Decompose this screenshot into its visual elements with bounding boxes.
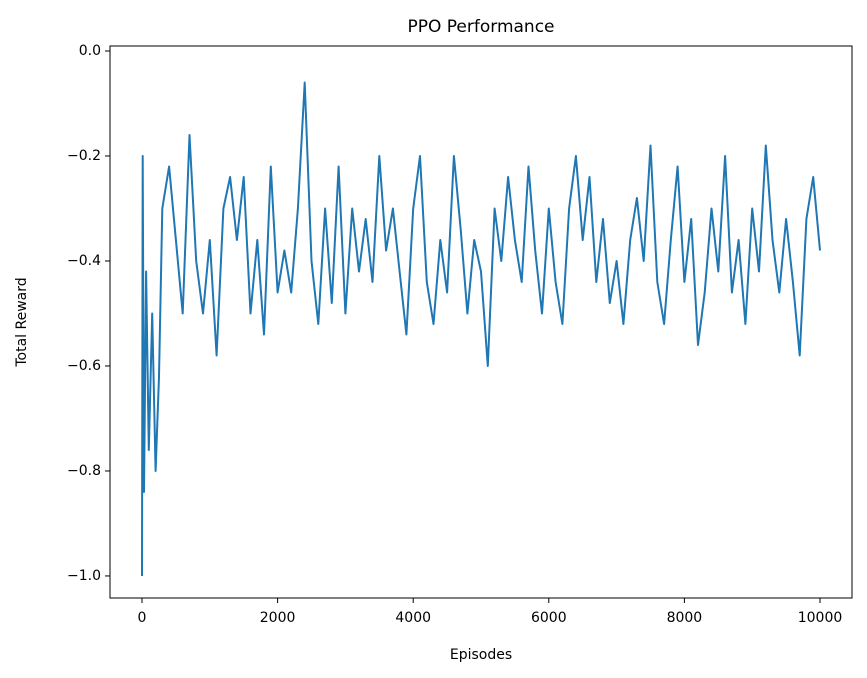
x-axis-label: Episodes — [450, 647, 512, 663]
x-tick-label: 0 — [138, 610, 147, 626]
y-tick-label: 0.0 — [79, 43, 101, 59]
chart-title: PPO Performance — [407, 17, 554, 37]
y-tick-label: −0.2 — [67, 148, 101, 164]
y-tick-label: −0.8 — [67, 463, 101, 479]
x-tick-label: 2000 — [260, 610, 296, 626]
plot-frame — [109, 45, 853, 599]
x-tick-label: 4000 — [395, 610, 431, 626]
y-tick-label: −0.6 — [67, 358, 101, 374]
x-tick-label: 10000 — [798, 610, 843, 626]
y-tick-label: −1.0 — [67, 568, 101, 584]
y-axis-label: Total Reward — [14, 277, 30, 367]
x-tick-label: 6000 — [531, 610, 567, 626]
y-tick-label: −0.4 — [67, 253, 101, 269]
data-line — [141, 81, 821, 577]
x-tick-label: 8000 — [667, 610, 703, 626]
